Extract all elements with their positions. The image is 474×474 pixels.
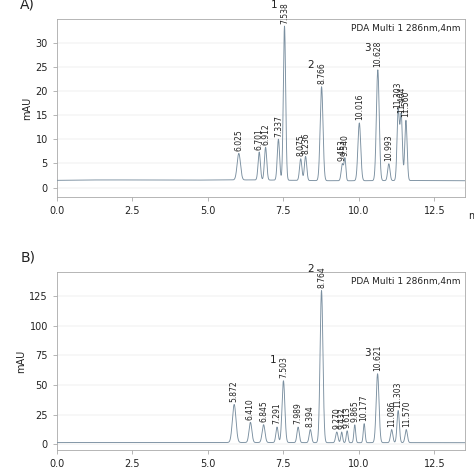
- Text: 6.701: 6.701: [255, 128, 264, 150]
- Text: 11.560: 11.560: [401, 91, 410, 118]
- Text: 10.993: 10.993: [384, 134, 393, 161]
- Text: PDA Multi 1 286nm,4nm: PDA Multi 1 286nm,4nm: [351, 24, 460, 33]
- Text: 9.865: 9.865: [350, 401, 359, 422]
- Text: 8.766: 8.766: [317, 62, 326, 84]
- Text: 7.503: 7.503: [279, 356, 288, 378]
- Text: 11.570: 11.570: [402, 401, 411, 427]
- Text: 6.410: 6.410: [246, 398, 255, 419]
- Text: 7.291: 7.291: [273, 403, 282, 424]
- Text: 8.236: 8.236: [301, 132, 310, 154]
- Text: 9.540: 9.540: [340, 134, 349, 156]
- Text: 11.303: 11.303: [394, 381, 403, 408]
- Text: 8.075: 8.075: [296, 134, 305, 156]
- Y-axis label: mAU: mAU: [23, 96, 33, 120]
- Text: 9.270: 9.270: [332, 408, 341, 429]
- Text: 10.177: 10.177: [360, 394, 369, 421]
- Text: 11.303: 11.303: [394, 82, 403, 108]
- Text: PDA Multi 1 286nm,4nm: PDA Multi 1 286nm,4nm: [351, 277, 460, 286]
- Text: 6.845: 6.845: [259, 401, 268, 422]
- Text: 8.394: 8.394: [306, 405, 315, 427]
- Text: 5.872: 5.872: [230, 380, 239, 402]
- Text: min: min: [469, 211, 474, 221]
- Y-axis label: mAU: mAU: [17, 349, 27, 373]
- Text: 7.538: 7.538: [280, 2, 289, 24]
- Text: 3: 3: [364, 347, 370, 357]
- Text: 1: 1: [271, 0, 277, 10]
- Text: 9.453: 9.453: [338, 139, 347, 161]
- Text: B): B): [20, 251, 35, 265]
- Text: A): A): [20, 0, 35, 12]
- Text: 1: 1: [270, 355, 276, 365]
- Text: 11.086: 11.086: [387, 401, 396, 427]
- Text: 10.621: 10.621: [373, 345, 382, 371]
- Text: 6.912: 6.912: [261, 123, 270, 145]
- Text: 6.025: 6.025: [234, 129, 243, 151]
- Text: 9.613: 9.613: [343, 406, 352, 428]
- Text: 10.628: 10.628: [374, 40, 383, 67]
- Text: 2: 2: [308, 264, 314, 274]
- Text: 7.989: 7.989: [293, 403, 302, 424]
- Text: 9.432: 9.432: [337, 408, 346, 429]
- Text: 2: 2: [308, 60, 314, 70]
- Text: 11.404: 11.404: [397, 86, 406, 113]
- Text: 10.016: 10.016: [355, 93, 364, 120]
- Text: 3: 3: [364, 44, 371, 54]
- Text: 7.337: 7.337: [274, 115, 283, 137]
- Text: 8.764: 8.764: [317, 266, 326, 288]
